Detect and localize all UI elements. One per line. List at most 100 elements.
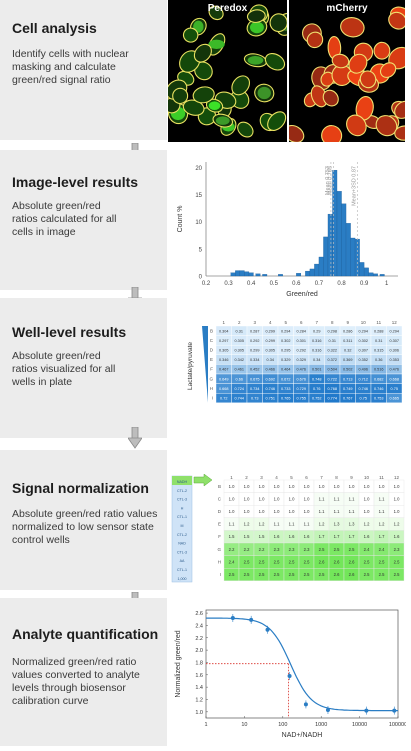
bright-cell — [247, 55, 264, 65]
y-tick-label: 10 — [195, 220, 202, 226]
well-value: 1.7 — [319, 534, 325, 539]
well-value: 0.752 — [312, 397, 322, 401]
histogram-bar — [345, 223, 351, 277]
well-value: 0.302 — [358, 339, 368, 343]
cell-outline — [264, 53, 286, 71]
well-value: 1.7 — [349, 534, 355, 539]
data-point — [230, 616, 235, 621]
y-tick-label: 1.6 — [195, 673, 203, 679]
well-value: 1.0 — [229, 496, 235, 501]
step-panel-image-level: Image-level results Absolute green/red r… — [0, 150, 167, 290]
well-value: 0.34 — [313, 358, 320, 362]
row-label: B — [210, 328, 213, 333]
well-value: 2.5 — [289, 572, 295, 577]
well-value: 0.316 — [312, 339, 322, 343]
well-value: 0.287 — [250, 329, 260, 333]
well-value: 0.692 — [265, 377, 275, 381]
down-arrow-icon — [127, 426, 143, 449]
well-value: 1.1 — [334, 496, 340, 501]
well-value: 0.774 — [327, 397, 337, 401]
well-value: 0.746 — [358, 387, 368, 391]
well-value: 0.292 — [250, 339, 260, 343]
x-tick-label: 1 — [204, 722, 207, 728]
sample-key-label: NAD — [178, 542, 186, 546]
normalized-plate: NADH CTL-2 CTL-3 H CTL-1 M CTL-2 NAD CTL-3 AA CTL-… — [170, 473, 406, 584]
well-value: 2.5 — [304, 559, 310, 564]
well-value: 1.0 — [364, 496, 370, 501]
y-axis-label: Lactate/pyruvate — [187, 342, 194, 390]
well-value: 0.346 — [219, 358, 229, 362]
plot-frame — [205, 609, 399, 719]
histogram-bar — [239, 270, 245, 277]
histogram-bar — [373, 273, 378, 277]
x-tick-label: 0.3 — [224, 281, 233, 287]
cell-outline — [182, 27, 199, 43]
histogram-bar — [363, 267, 369, 277]
y-tick-label: 2.6 — [195, 611, 203, 617]
well-value: 0.342 — [234, 358, 244, 362]
well-value: 2.3 — [394, 547, 400, 552]
x-tick-label: 0.2 — [202, 281, 211, 287]
x-tick-label: 0.8 — [337, 281, 346, 287]
column-label: 1 — [230, 475, 233, 480]
well-value: 1.2 — [259, 522, 265, 527]
well-value: 1.1 — [379, 496, 385, 501]
step-title: Well-level results — [12, 324, 127, 340]
well-value: 0.516 — [374, 368, 384, 372]
column-label: 12 — [394, 475, 400, 480]
well-value: 0.675 — [250, 377, 260, 381]
row-label: C — [218, 496, 222, 501]
well-value: 1.0 — [274, 484, 280, 489]
well-value: 1.1 — [274, 522, 280, 527]
well-value: 0.75 — [391, 387, 398, 391]
well-value: 0.676 — [296, 377, 306, 381]
well-value: 0.682 — [374, 377, 384, 381]
well-value: 0.311 — [343, 339, 352, 343]
x-tick-label: 100000 — [389, 722, 406, 728]
well-value: 2.5 — [334, 547, 340, 552]
well-value: 0.746 — [374, 387, 384, 391]
histogram-bar — [309, 268, 315, 277]
column-label: 12 — [392, 320, 398, 325]
y-tick-label: 1.2 — [195, 697, 203, 703]
x-tick-label: 10 — [241, 722, 247, 728]
well-value: 0.353 — [389, 358, 399, 362]
well-value: 2.2 — [259, 547, 265, 552]
well-value: 1.1 — [379, 509, 385, 514]
column-label: 9 — [350, 475, 353, 480]
well-value: 0.665 — [389, 397, 399, 401]
cell-outline — [320, 71, 335, 87]
well-value: 1.1 — [319, 496, 325, 501]
well-value: 0.452 — [250, 368, 260, 372]
well-value: 0.31 — [375, 339, 382, 343]
row-label: D — [218, 509, 222, 514]
well-value: 0.294 — [281, 329, 291, 333]
well-plate-heatmap: Lactate/pyruvate 1 2 3 4 5 6 7 8 9 10 11 12 B 0.304 0.3… — [176, 318, 406, 406]
well-value: 0.369 — [343, 358, 353, 362]
well-value: 0.75 — [360, 397, 367, 401]
sample-key-label: NADH — [177, 480, 188, 484]
well-value: 2.5 — [319, 572, 325, 577]
row-label: I — [212, 396, 213, 401]
bright-cell — [249, 21, 264, 34]
well-value: 2.5 — [259, 559, 265, 564]
data-point — [325, 707, 330, 712]
well-value: 1.2 — [379, 522, 385, 527]
well-value: 0.297 — [219, 339, 229, 343]
well-value: 1.0 — [244, 509, 250, 514]
column-label: 7 — [315, 320, 318, 325]
well-value: 0.668 — [219, 387, 229, 391]
well-value: 1.3 — [334, 522, 340, 527]
well-value: 1.5 — [229, 534, 235, 539]
column-label: 6 — [305, 475, 308, 480]
well-value: 1.1 — [349, 496, 355, 501]
well-value: 0.305 — [219, 349, 229, 353]
well-value: 0.722 — [327, 377, 337, 381]
well-value: 1.0 — [304, 509, 310, 514]
well-value: 0.295 — [281, 349, 291, 353]
well-value: 1.6 — [304, 534, 310, 539]
cell-outline — [379, 62, 397, 78]
well-value: 0.746 — [265, 387, 275, 391]
well-value: 2.5 — [364, 572, 370, 577]
well-cell — [388, 567, 405, 581]
